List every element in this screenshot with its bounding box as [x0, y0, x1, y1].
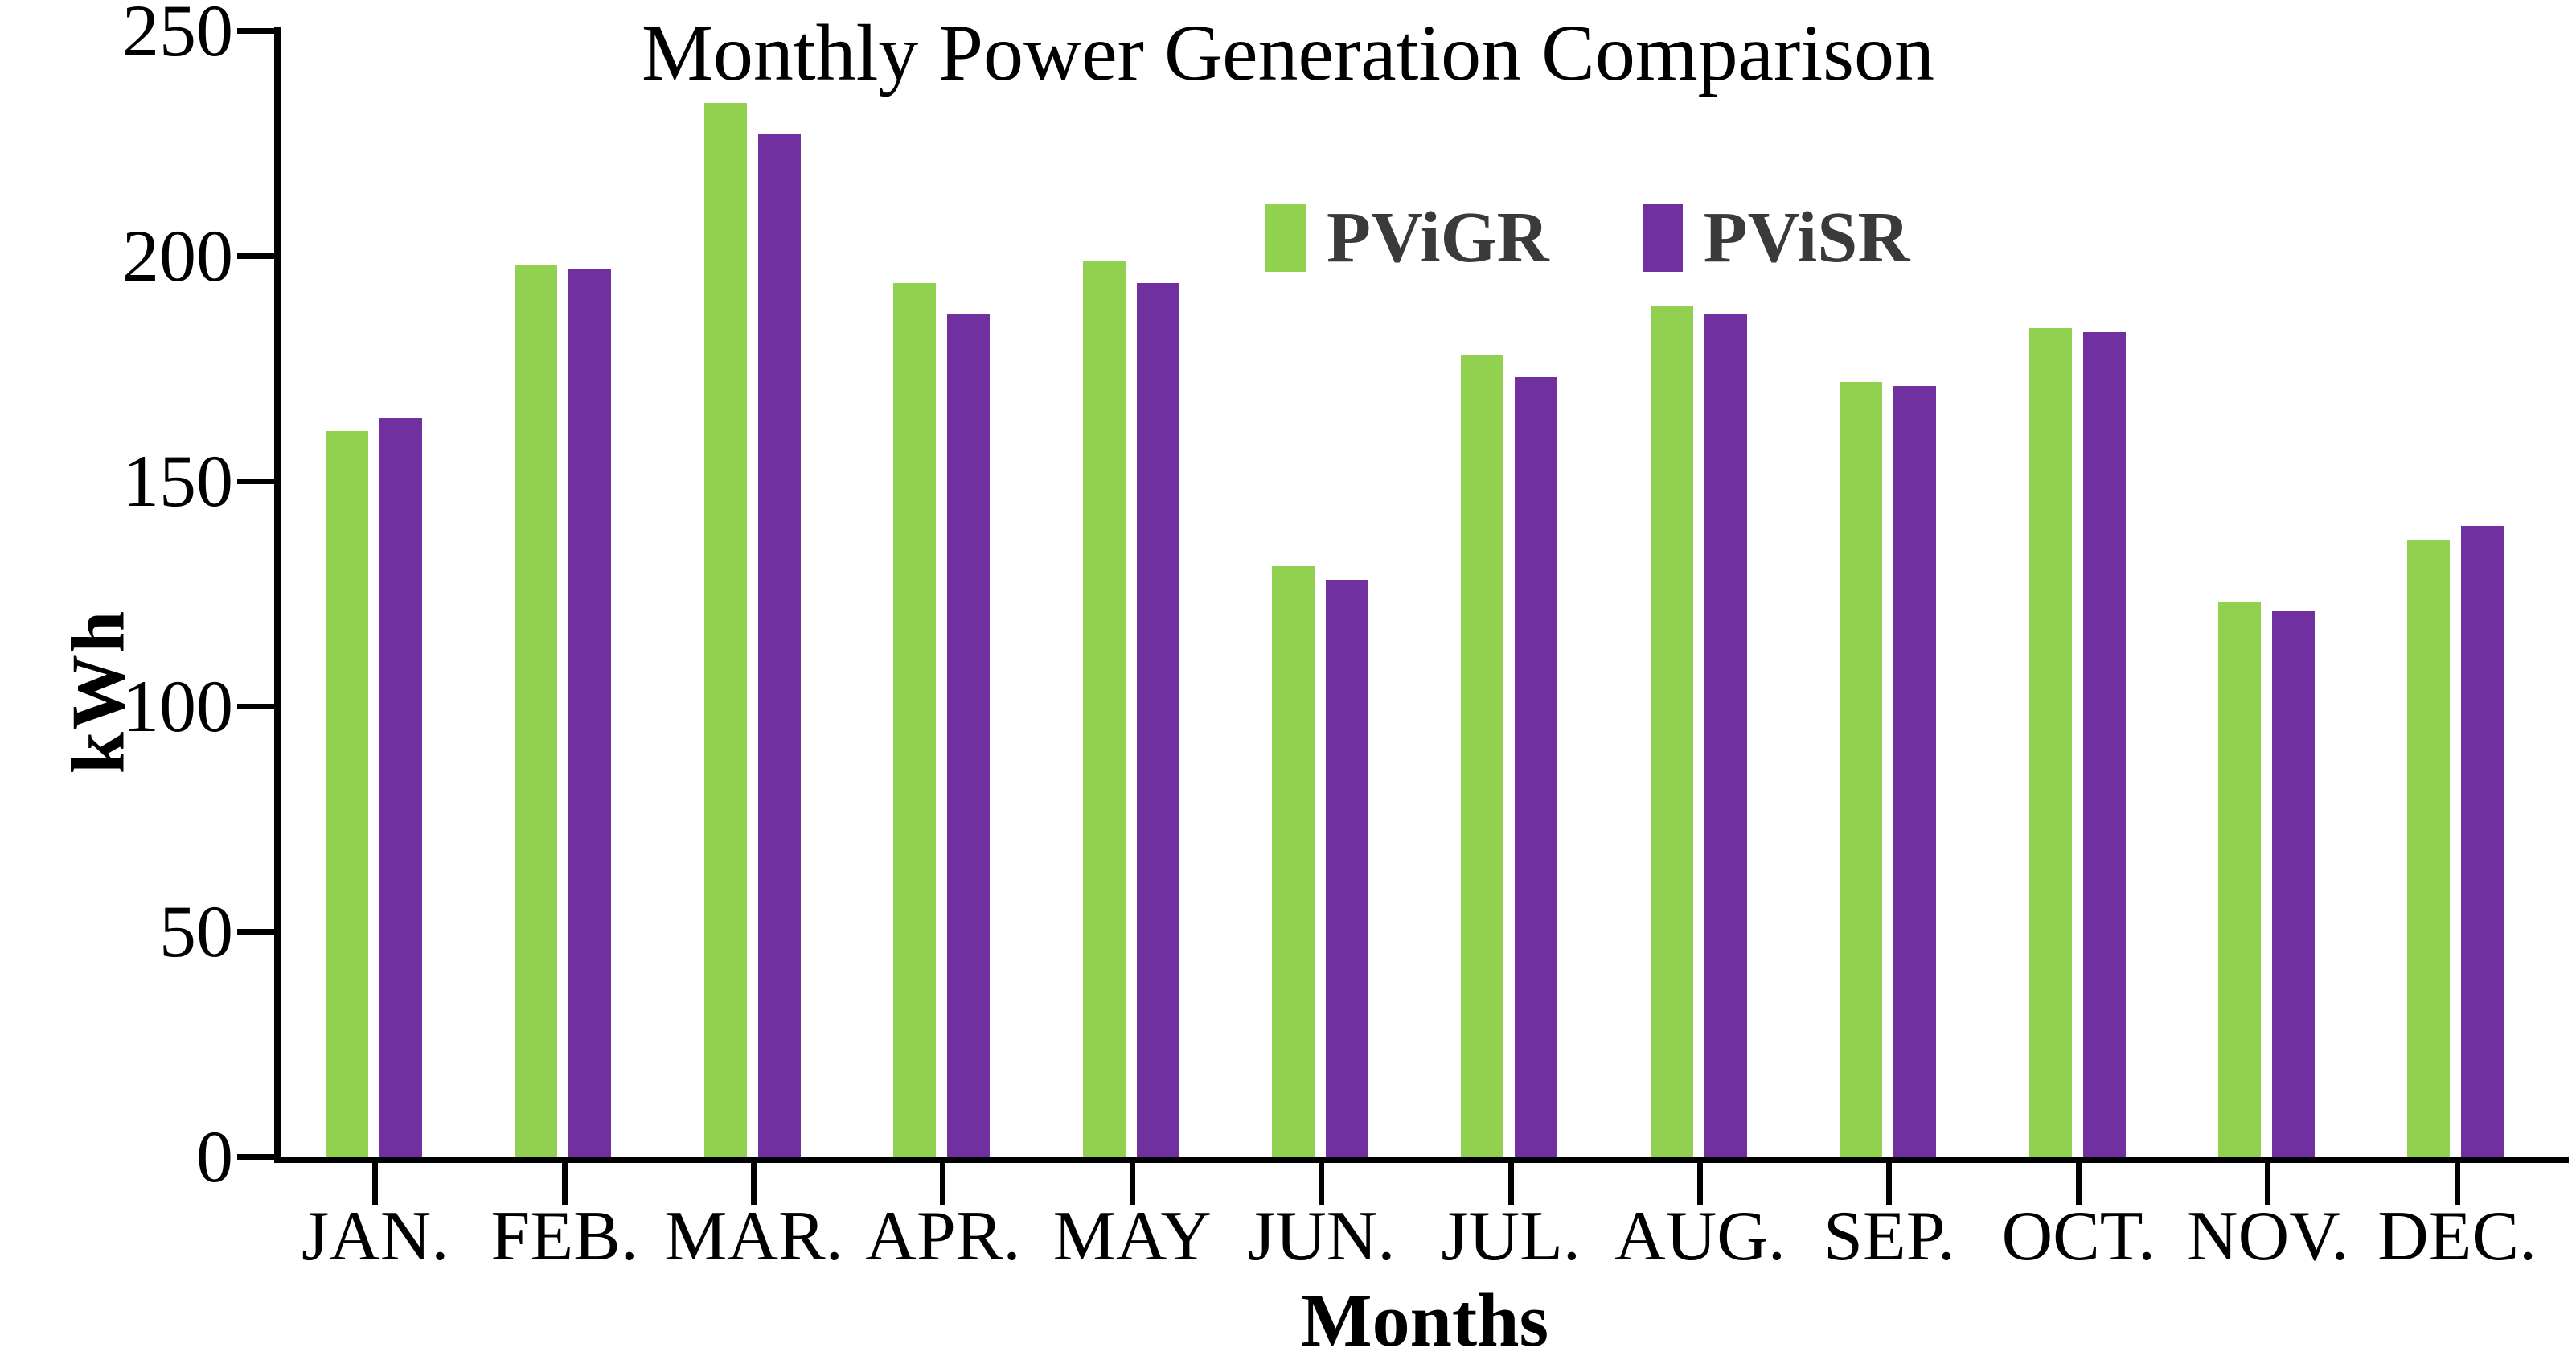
y-tick-mark [237, 929, 274, 935]
y-tick-label: 0 [196, 1116, 233, 1198]
bar-may-pvigr [1082, 260, 1126, 1157]
x-tick-label: NOV. [2187, 1198, 2349, 1276]
x-tick-label: DEC. [2377, 1198, 2537, 1276]
y-tick-mark [237, 479, 274, 484]
x-tick-mark [751, 1163, 757, 1205]
bar-nov-pvisr [2272, 611, 2315, 1157]
bar-aug-pvisr [1704, 314, 1747, 1157]
x-tick-mark [2075, 1163, 2082, 1205]
x-tick-label: OCT. [2001, 1198, 2156, 1276]
x-axis-line [274, 1157, 2569, 1163]
legend-swatch-pvigr [1265, 204, 1306, 272]
bar-dec-pvisr [2461, 526, 2504, 1157]
x-tick-mark [940, 1163, 946, 1205]
x-tick-label: JUL. [1441, 1198, 1581, 1276]
x-tick-label: JAN. [301, 1198, 449, 1276]
y-tick-label: 50 [159, 890, 233, 972]
x-tick-label: JUN. [1248, 1198, 1396, 1276]
x-tick-mark [561, 1163, 568, 1205]
bar-dec-pvigr [2407, 539, 2451, 1157]
bar-jan-pvigr [326, 431, 368, 1157]
bar-oct-pvigr [2028, 327, 2072, 1157]
bar-apr-pvigr [893, 282, 937, 1157]
legend-label-pvigr: PViGR [1327, 198, 1549, 277]
legend-item-pvisr: PViSR [1642, 198, 1910, 277]
bar-jun-pvigr [1272, 566, 1315, 1157]
legend-label-pvisr: PViSR [1703, 198, 1910, 277]
bar-sep-pvigr [1840, 381, 1883, 1157]
bar-nov-pvigr [2218, 602, 2261, 1157]
legend-swatch-pvisr [1642, 204, 1683, 272]
y-tick-mark [237, 28, 274, 34]
x-tick-mark [1697, 1163, 1703, 1205]
legend-item-pvigr: PViGR [1265, 198, 1549, 277]
bar-apr-pvisr [947, 314, 991, 1157]
x-tick-label: AUG. [1614, 1198, 1786, 1276]
x-tick-label: SEP. [1823, 1198, 1955, 1276]
bar-sep-pvisr [1893, 386, 1937, 1157]
chart-title: Monthly Power Generation Comparison [641, 8, 1935, 97]
bar-oct-pvisr [2082, 332, 2126, 1157]
x-tick-mark [372, 1163, 379, 1205]
legend: PViGR PViSR [1265, 198, 1910, 277]
bar-jul-pvigr [1461, 355, 1504, 1157]
y-tick-label: 250 [122, 0, 233, 72]
bar-may-pvisr [1136, 282, 1179, 1157]
bar-jun-pvisr [1326, 580, 1368, 1157]
x-tick-mark [1886, 1163, 1893, 1205]
x-tick-mark [1319, 1163, 1325, 1205]
bar-feb-pvigr [515, 265, 558, 1157]
bar-jul-pvisr [1515, 377, 1558, 1157]
x-tick-label: FEB. [490, 1198, 638, 1276]
y-tick-label: 200 [122, 215, 233, 297]
x-tick-label: MAR. [664, 1198, 843, 1276]
y-tick-mark [237, 253, 274, 259]
bar-mar-pvigr [703, 102, 747, 1157]
y-tick-label: 150 [122, 440, 233, 522]
y-tick-mark [237, 1154, 274, 1160]
bar-feb-pvisr [568, 269, 612, 1157]
x-tick-label: MAY [1052, 1198, 1212, 1276]
x-axis-title: Months [1300, 1279, 1549, 1356]
x-tick-mark [2265, 1163, 2271, 1205]
x-tick-mark [1507, 1163, 1514, 1205]
bar-jan-pvisr [379, 417, 422, 1157]
y-tick-label: 100 [122, 665, 233, 747]
x-tick-mark [1129, 1163, 1135, 1205]
y-tick-mark [237, 704, 274, 709]
x-tick-mark [2454, 1163, 2460, 1205]
bar-mar-pvisr [757, 134, 801, 1157]
x-tick-label: APR. [865, 1198, 1021, 1276]
y-axis-line [274, 27, 281, 1163]
bar-aug-pvigr [1650, 305, 1693, 1157]
